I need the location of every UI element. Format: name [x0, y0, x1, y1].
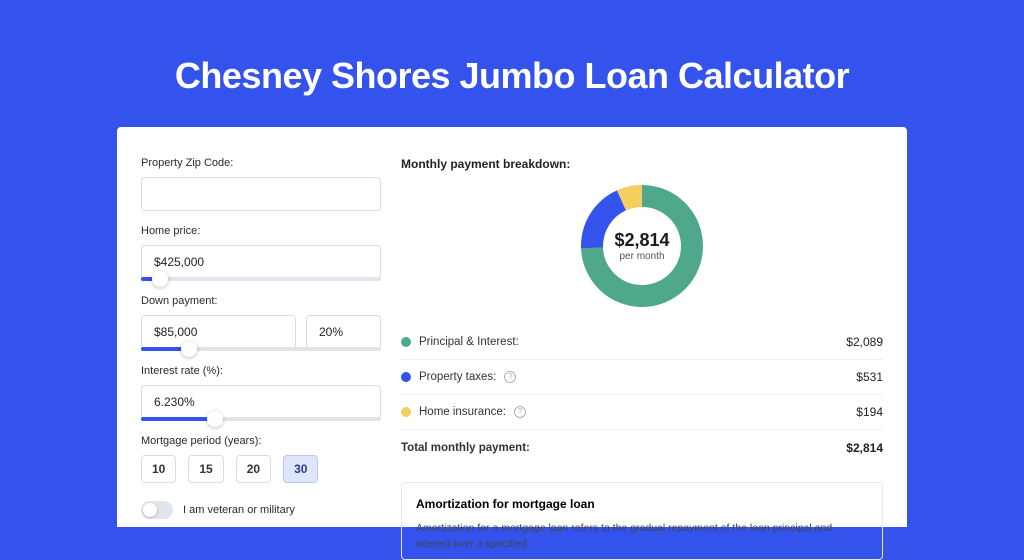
donut-amount: $2,814: [614, 230, 669, 251]
legend-dot-pi: [401, 337, 411, 347]
legend-dot-taxes: [401, 372, 411, 382]
zip-input[interactable]: [141, 177, 381, 211]
legend-row-taxes: Property taxes:? $531: [401, 359, 883, 394]
home-price-input[interactable]: [141, 245, 381, 279]
donut-center: $2,814 per month: [581, 185, 703, 307]
down-payment-amount-input[interactable]: [141, 315, 296, 349]
down-payment-percent-input[interactable]: [306, 315, 381, 349]
total-label: Total monthly payment:: [401, 442, 530, 454]
mortgage-period-option-30[interactable]: 30: [283, 455, 318, 483]
breakdown-legend: Principal & Interest: $2,089 Property taxe…: [401, 325, 883, 429]
legend-dot-ins: [401, 407, 411, 417]
mortgage-period-field: Mortgage period (years): 10 15 20 30: [141, 435, 381, 483]
legend-row-pi: Principal & Interest: $2,089: [401, 325, 883, 359]
down-payment-label: Down payment:: [141, 295, 381, 307]
home-price-field: Home price:: [141, 225, 381, 281]
mortgage-period-option-15[interactable]: 15: [188, 455, 223, 483]
zip-label: Property Zip Code:: [141, 157, 381, 169]
donut-sub: per month: [619, 251, 664, 262]
mortgage-period-label: Mortgage period (years):: [141, 435, 381, 447]
info-icon[interactable]: ?: [504, 371, 516, 383]
legend-row-ins: Home insurance:? $194: [401, 394, 883, 429]
mortgage-period-options: 10 15 20 30: [141, 455, 381, 483]
down-payment-field: Down payment:: [141, 295, 381, 351]
veteran-label: I am veteran or military: [183, 504, 295, 516]
donut-chart-wrap: $2,814 per month: [401, 179, 883, 325]
info-icon[interactable]: ?: [514, 406, 526, 418]
amortization-title: Amortization for mortgage loan: [416, 497, 868, 511]
legend-value-ins: $194: [856, 405, 883, 419]
breakdown-panel: Monthly payment breakdown: $2,814 per mo…: [401, 157, 883, 527]
calculator-card: Property Zip Code: Home price: Down paym…: [117, 127, 907, 527]
interest-rate-label: Interest rate (%):: [141, 365, 381, 377]
veteran-toggle[interactable]: [141, 501, 173, 519]
interest-rate-field: Interest rate (%):: [141, 365, 381, 421]
veteran-row: I am veteran or military: [141, 501, 381, 519]
legend-label-taxes: Property taxes:: [419, 371, 496, 383]
mortgage-period-option-10[interactable]: 10: [141, 455, 176, 483]
legend-value-pi: $2,089: [846, 335, 883, 349]
interest-rate-slider[interactable]: [141, 417, 381, 421]
legend-value-taxes: $531: [856, 370, 883, 384]
total-value: $2,814: [846, 441, 883, 455]
home-price-slider[interactable]: [141, 277, 381, 281]
total-row: Total monthly payment: $2,814: [401, 429, 883, 466]
legend-label-pi: Principal & Interest:: [419, 336, 519, 348]
amortization-section: Amortization for mortgage loan Amortizat…: [401, 482, 883, 560]
interest-rate-input[interactable]: [141, 385, 381, 419]
home-price-label: Home price:: [141, 225, 381, 237]
form-panel: Property Zip Code: Home price: Down paym…: [141, 157, 381, 527]
down-payment-slider[interactable]: [141, 347, 381, 351]
page-title: Chesney Shores Jumbo Loan Calculator: [0, 0, 1024, 127]
zip-field: Property Zip Code:: [141, 157, 381, 211]
amortization-text: Amortization for a mortgage loan refers …: [416, 521, 868, 553]
mortgage-period-option-20[interactable]: 20: [236, 455, 271, 483]
breakdown-title: Monthly payment breakdown:: [401, 157, 883, 171]
legend-label-ins: Home insurance:: [419, 406, 506, 418]
donut-chart: $2,814 per month: [581, 185, 703, 307]
